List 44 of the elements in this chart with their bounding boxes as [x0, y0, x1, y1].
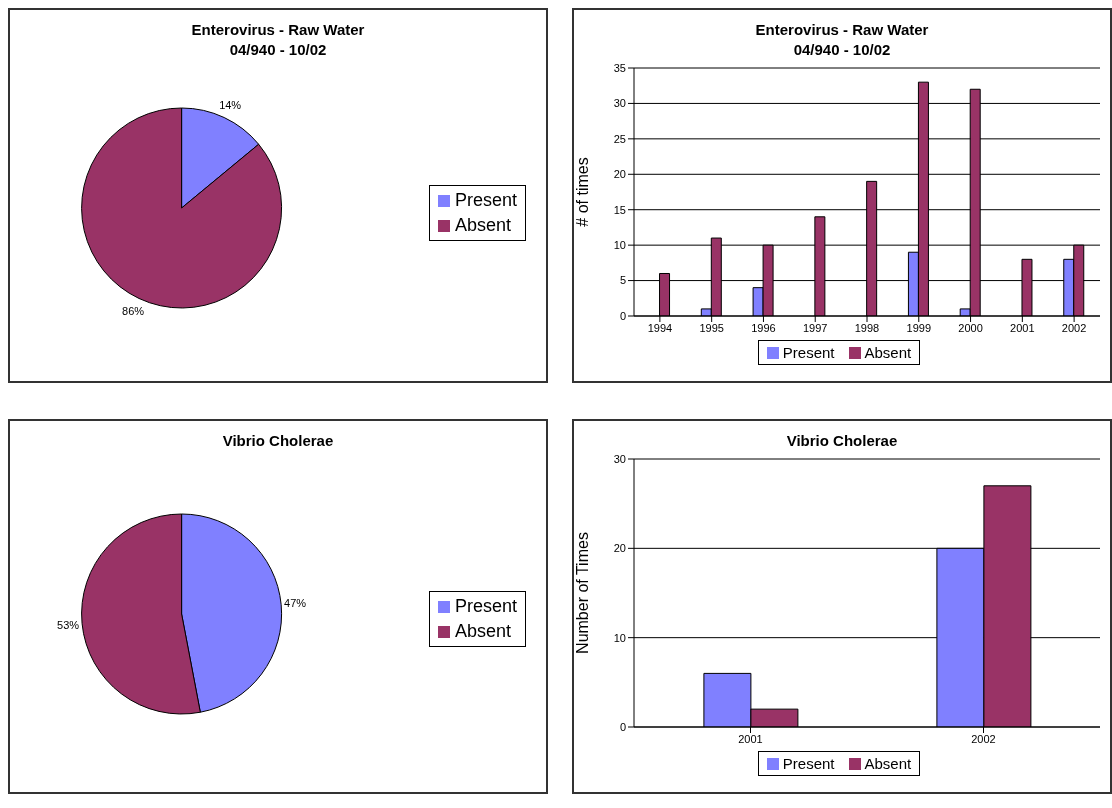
legend-label: Present [453, 596, 517, 617]
x-tick-label: 2001 [1010, 321, 1035, 334]
x-tick-label: 1999 [906, 321, 932, 334]
x-tick-label: 1995 [699, 321, 724, 334]
x-tick-label: 2002 [1061, 321, 1087, 334]
legend-label: Absent [863, 755, 912, 772]
data-label: 47% [284, 597, 307, 610]
chart-title: Vibrio Cholerae [785, 431, 899, 451]
y-tick-label: 0 [619, 720, 626, 733]
pie-slice [81, 107, 282, 309]
y-tick-label: 10 [613, 239, 626, 252]
y-axis-title: # of times [573, 157, 591, 227]
x-tick-label: 2001 [738, 732, 763, 745]
y-tick-label: 20 [613, 542, 626, 555]
x-tick-label: 1994 [647, 321, 673, 334]
x-tick-label: 2002 [971, 732, 996, 745]
chart-subtitle: 04/940 - 10/02 [228, 40, 328, 60]
data-label: 14% [219, 98, 242, 111]
x-tick-label: 1996 [751, 321, 776, 334]
y-tick-label: 25 [613, 132, 626, 145]
y-tick-label: 35 [613, 61, 626, 74]
legend-label: Present [781, 755, 835, 772]
y-tick-label: 10 [613, 631, 626, 644]
x-tick-label: 1997 [802, 321, 828, 334]
y-tick-label: 30 [613, 97, 626, 110]
y-tick-label: 5 [619, 274, 626, 287]
y-axis-title: Number of Times [573, 532, 591, 654]
y-tick-label: 30 [613, 452, 626, 465]
y-tick-label: 20 [613, 168, 626, 181]
chart-title: Vibrio Cholerae [221, 431, 335, 451]
legend-label: Absent [863, 344, 912, 361]
y-tick-label: 0 [619, 309, 626, 322]
chart-title: Enterovirus - Raw Water [754, 20, 930, 40]
legend-label: Absent [453, 621, 512, 642]
x-tick-label: 1998 [854, 321, 880, 334]
legend-label: Absent [453, 215, 512, 236]
x-tick-label: 2000 [958, 321, 983, 334]
data-label: 53% [57, 618, 80, 631]
legend-label: Present [453, 190, 517, 211]
y-tick-label: 15 [613, 203, 626, 216]
data-label: 86% [122, 305, 145, 318]
legend-label: Present [781, 344, 835, 361]
chart-title: Enterovirus - Raw Water [190, 20, 366, 40]
chart-subtitle: 04/940 - 10/02 [792, 40, 892, 60]
